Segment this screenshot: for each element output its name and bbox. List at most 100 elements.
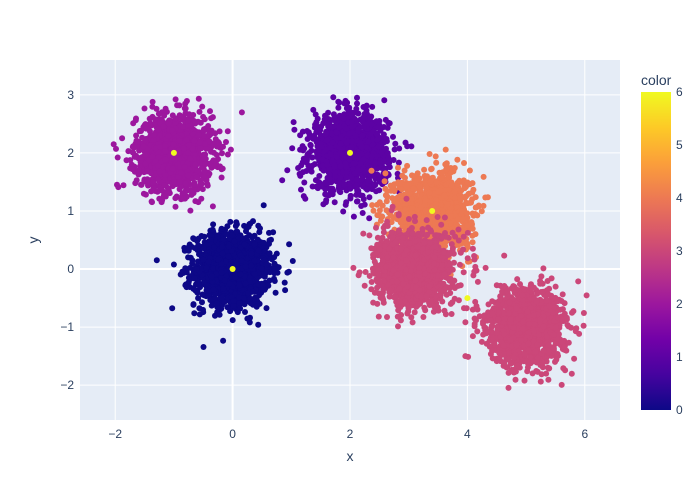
scatter-point [183,98,190,104]
scatter-point [340,115,347,122]
scatter-point [200,306,206,313]
scatter-point [263,261,270,268]
scatter-point [200,132,207,139]
scatter-point [224,128,231,135]
scatter-point [144,176,151,183]
scatter-point [195,242,202,249]
scatter-point [355,151,362,158]
scatter-point [361,111,368,118]
scatter-point [336,124,342,131]
scatter-point [330,94,337,101]
scatter-point [454,156,461,163]
scatter-point [298,186,304,193]
scatter-point [316,173,323,179]
scatter-point [202,161,209,168]
scatter-point [120,182,127,189]
scatter-point [266,240,272,247]
scatter-point [142,191,149,198]
scatter-point [205,258,212,265]
scatter-point [354,198,361,205]
scatter-point [323,197,330,204]
scatter-point [395,164,401,171]
scatter-point [135,167,142,174]
scatter-point [350,213,357,220]
scatter-point [289,258,296,264]
scatter-point [266,277,273,284]
scatter-point [279,177,286,184]
scatter-point [221,299,228,306]
scatter-point [331,162,338,169]
scatter-point [172,96,179,103]
scatter-point [371,181,378,188]
scatter-point [169,305,176,312]
scatter-point [349,143,355,150]
scatter-point [209,226,216,233]
scatter-point [365,138,372,145]
scatter-point [382,170,389,177]
scatter-point [113,145,119,152]
scatter-point [301,179,308,186]
scatter-point [192,182,198,188]
scatter-point [210,286,217,293]
scatter-point [187,207,194,214]
scatter-point [337,140,344,147]
scatter-point [162,148,169,155]
scatter-point [154,162,161,169]
scatter-point [200,344,207,350]
scatter-point [466,167,473,174]
scatter-point [349,138,355,145]
scatter-point [368,167,375,174]
scatter-point [271,266,278,273]
scatter-point [172,195,179,202]
scatter-point [326,175,333,182]
scatter-point [183,136,190,143]
scatter-point [336,180,343,187]
scatter-point [238,257,245,264]
scatter-point [332,169,339,176]
scatter-point [192,161,199,168]
scatter-point [201,168,208,175]
scatter-point [159,197,166,204]
scatter-point [359,132,366,139]
scatter-point [329,123,336,130]
scatter-point [203,264,210,271]
scatter-point [242,263,249,270]
scatter-point [313,139,320,146]
scatter-point [344,99,351,106]
scatter-point [181,190,188,196]
scatter-point [162,172,169,179]
scatter-point [260,286,267,293]
scatter-point [308,147,315,154]
scatter-point [372,160,379,167]
scatter-point [152,116,159,123]
scatter-point [149,179,156,186]
scatter-point [227,146,234,153]
scatter-point [240,235,246,242]
scatter-point [270,229,277,236]
scatter-point [396,145,403,152]
scatter-point [314,185,321,192]
scatter-point [219,294,225,301]
scatter-point [229,317,236,324]
scatter-point [186,111,193,118]
scatter-point [223,139,229,145]
scatter-point [216,140,222,147]
scatter-point [348,174,355,181]
scatter-point [353,182,360,189]
scatter-point [302,195,309,202]
scatter-point [202,141,208,147]
scatter-point [395,159,402,166]
scatter-point [392,140,399,147]
scatter-point [365,121,371,127]
scatter-point [191,236,198,243]
scatter-point [282,287,289,294]
scatter-point [267,269,273,276]
scatter-point [211,244,218,251]
scatter-point [161,112,168,119]
scatter-point [249,288,256,295]
scatter-point [149,98,156,105]
scatter-point [190,301,197,308]
scatter-point [337,163,344,169]
scatter-point [309,162,316,169]
scatter-point [178,169,184,176]
